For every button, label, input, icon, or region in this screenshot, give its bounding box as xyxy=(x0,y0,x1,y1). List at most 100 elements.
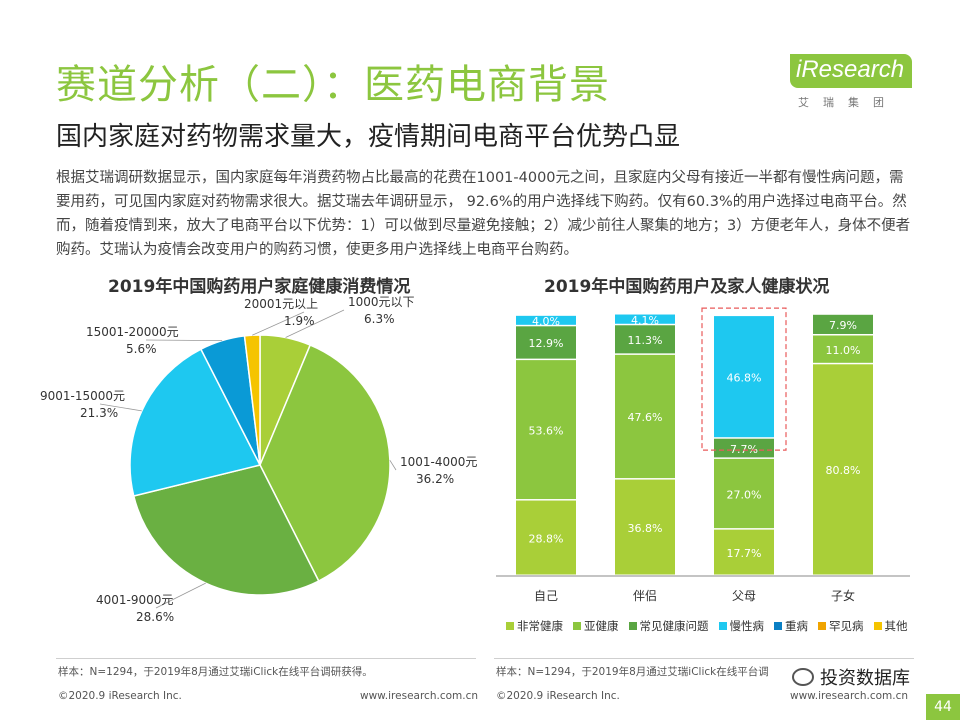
bar-segment xyxy=(615,354,675,479)
pie-slice-1 xyxy=(259,344,391,582)
footer-copyright-right: ©2020.9 iResearch Inc. xyxy=(496,690,620,702)
legend-label: 重病 xyxy=(785,619,808,633)
page-title: 赛道分析（二）：医药电商背景 xyxy=(56,62,610,108)
watermark-text: 投资数据库 xyxy=(820,668,910,689)
category-label: 子女 xyxy=(831,588,855,603)
bar-value-label: 4.1% xyxy=(631,314,659,327)
bar-segment xyxy=(516,500,576,575)
pie-label-2: 4001-9000元 xyxy=(96,593,173,607)
bar-segment xyxy=(714,458,774,529)
bar-value-label: 17.7% xyxy=(727,547,762,560)
bar-value-label: 11.3% xyxy=(628,334,663,347)
bar-value-label: 7.9% xyxy=(829,319,857,332)
legend-label: 其他 xyxy=(884,619,908,633)
legend-label: 慢性病 xyxy=(729,619,765,633)
pie-label-3: 9001-15000元 xyxy=(40,389,125,403)
bar-segment xyxy=(714,316,774,438)
bar-value-label: 53.6% xyxy=(529,424,564,437)
bar-value-label: 12.9% xyxy=(529,337,564,350)
category-label: 自己 xyxy=(534,589,558,603)
legend-swatch xyxy=(628,622,637,630)
pie-chart: 1000元以下 6.3% 1001-4000元 36.2% 4001-9000元 28.6… xyxy=(40,295,477,624)
bar-segment xyxy=(615,479,675,575)
legend-swatch xyxy=(573,622,581,630)
legend-swatch xyxy=(818,622,826,630)
bar-segment xyxy=(615,325,675,354)
wechat-watermark: 投资数据库 xyxy=(792,664,910,690)
bar-value-label: 11.0% xyxy=(826,344,861,357)
pie-chart-title: 2019年中国购药用户家庭健康消费情况 xyxy=(108,277,411,297)
bar-segment xyxy=(714,529,774,575)
pie-label-4: 15001-20000元 xyxy=(86,325,179,339)
legend-item: 罕见病 xyxy=(818,618,864,634)
bar-value-label: 46.8% xyxy=(727,371,762,384)
bar-value-label: 4.0% xyxy=(532,315,560,328)
bar-value-label: 80.8% xyxy=(826,464,861,477)
page-subtitle: 国内家庭对药物需求量大，疫情期间电商平台优势凸显 xyxy=(56,122,681,152)
legend-swatch xyxy=(873,622,882,630)
pie-value-5: 1.9% xyxy=(284,314,315,328)
footer-url-right: www.iresearch.com.cn xyxy=(790,690,909,702)
pie-leader-2 xyxy=(155,582,206,609)
footer-url-left: www.iresearch.com.cn xyxy=(360,690,479,702)
bar-value-label: 27.0% xyxy=(727,488,762,501)
pie-value-2: 28.6% xyxy=(136,610,174,624)
legend-item: 常见健康问题 xyxy=(628,618,709,634)
pie-value-3: 21.3% xyxy=(80,406,118,420)
footer-copyright-left: ©2020.9 iResearch Inc. xyxy=(58,690,182,702)
bar-legend: 非常健康 亚健康 常见健康问题 慢性病 重病 罕见病 其他 xyxy=(506,618,908,634)
footer-divider-right xyxy=(494,658,914,659)
bar-segment xyxy=(813,335,873,363)
footer-note-left: 样本：N=1294，于2019年8月通过艾瑞iClick在线平台调研获得。 xyxy=(58,666,373,678)
footer-note-right: 样本：N=1294，于2019年8月通过艾瑞iClick在线平台调 xyxy=(496,666,769,678)
bar-value-label: 7.7% xyxy=(730,443,758,456)
logo-text: iResearch xyxy=(796,56,905,83)
legend-label: 亚健康 xyxy=(584,619,619,633)
pie-leader-3 xyxy=(99,403,142,412)
page-number: 44 xyxy=(926,694,960,720)
bar-value-label: 47.6% xyxy=(628,411,663,424)
bar-segment xyxy=(516,360,576,500)
pie-value-0: 6.3% xyxy=(364,312,395,326)
pie-leader-1 xyxy=(389,460,397,471)
category-label: 伴侣 xyxy=(633,588,657,603)
bar-segment xyxy=(714,438,774,458)
legend-item: 非常健康 xyxy=(506,618,563,634)
legend-swatch xyxy=(506,622,514,630)
pie-value-4: 5.6% xyxy=(126,342,157,356)
stacked-bar-chart: 28.8% 53.6% 12.9% 4.0% 自己 36.8% 47.6% 11.3% 4.1%… xyxy=(496,307,910,603)
logo-subtitle: 艾瑞集团 xyxy=(798,96,898,109)
pie-label-0: 1000元以下 xyxy=(348,295,415,309)
intro-paragraph: 根据艾瑞调研数据显示，国内家庭每年消费药物占比最高的花费在1001-4000元之… xyxy=(56,170,911,258)
legend-item: 其他 xyxy=(873,618,908,634)
legend-item: 慢性病 xyxy=(718,618,765,634)
pie-label-5: 20001元以上 xyxy=(244,297,318,311)
wechat-icon xyxy=(792,668,814,686)
footer-divider-left xyxy=(56,658,476,659)
legend-label: 罕见病 xyxy=(829,619,864,633)
logo-box: iResearch xyxy=(790,54,912,88)
bar-value-label: 36.8% xyxy=(628,522,663,535)
legend-item: 重病 xyxy=(774,618,808,634)
pie-leader-4 xyxy=(145,339,223,342)
pie-leader-5 xyxy=(252,311,305,336)
legend-swatch xyxy=(774,622,782,630)
legend-swatch xyxy=(718,622,727,630)
pie-slice-2 xyxy=(132,464,320,596)
pie-label-1: 1001-4000元 xyxy=(400,455,477,469)
pie-leader-0 xyxy=(285,309,345,338)
pie-value-1: 36.2% xyxy=(416,472,454,486)
bar-segment xyxy=(516,315,576,325)
bar-segment xyxy=(813,314,873,334)
bar-segment xyxy=(615,314,675,324)
highlight-box xyxy=(701,307,787,451)
bar-value-label: 28.8% xyxy=(529,532,564,545)
pie-slice-3 xyxy=(129,348,262,497)
legend-label: 常见健康问题 xyxy=(639,619,709,633)
legend-label: 非常健康 xyxy=(517,619,563,633)
bar-segment xyxy=(813,364,873,575)
bar-segment xyxy=(516,326,576,359)
category-label: 父母 xyxy=(732,589,756,603)
legend-item: 亚健康 xyxy=(573,618,619,634)
bar-chart-title: 2019年中国购药用户及家人健康状况 xyxy=(544,277,830,297)
